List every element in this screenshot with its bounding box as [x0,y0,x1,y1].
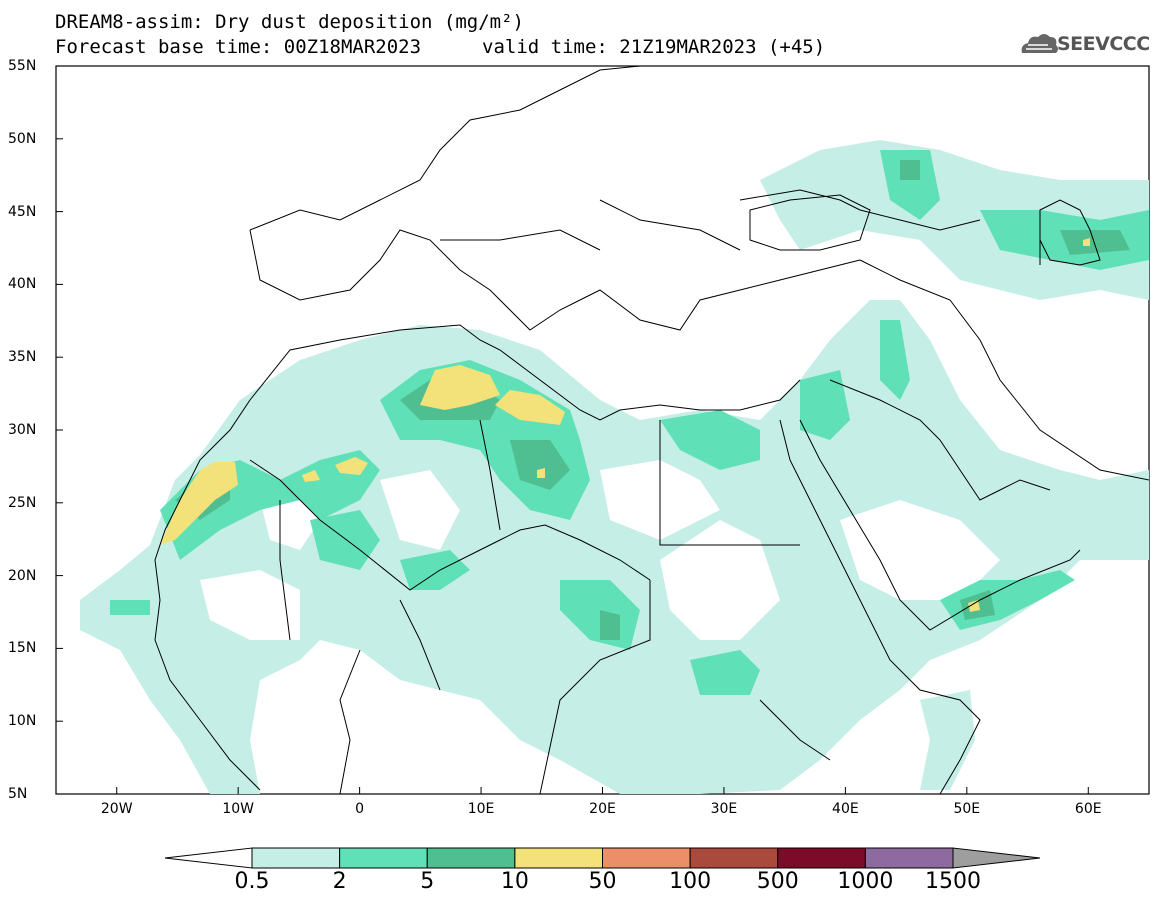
cloud-icon [1021,34,1058,53]
lat-label: 30N [8,422,37,438]
lat-label: 40N [8,276,37,293]
colorbar-label: 100 [669,869,712,894]
lon-label: 10W [222,801,254,817]
colorbar-label: 50 [588,869,617,894]
lon-label: 10E [467,801,495,817]
colorbar-under-triangle [164,847,253,869]
coastlines [154,66,1149,794]
colorbar-swatch [251,847,341,869]
colorbar-label: 1500 [925,869,981,894]
lat-label: 10N [8,713,37,730]
colorbar-label: 10 [500,869,529,894]
lat-label: 50N [8,130,37,147]
colorbar-swatch [602,847,691,869]
lon-label: 40E [832,801,859,817]
lat-label: 45N [8,203,37,220]
lon-label: 20W [100,801,133,817]
lon-label: 50E [953,801,981,817]
colorbar-swatch [339,847,428,869]
colorbar-label: 0.5 [234,869,270,894]
colorbar-label: 5 [420,869,435,894]
colorbar [164,847,1041,869]
colorbar-label: 500 [756,869,799,894]
logo-text: SEEVCCC [1057,33,1150,55]
lat-label: 55N [8,58,37,74]
colorbar-swatch [864,847,954,869]
colorbar-swatch [514,847,603,869]
lon-label: 0 [355,801,365,817]
lon-label: 60E [1074,801,1102,817]
lon-label: 30E [710,801,738,817]
colorbar-label: 2 [332,869,347,894]
valid-time: valid time: 21Z19MAR2023 (+45) [482,36,826,58]
colorbar-swatch [689,847,779,869]
colorbar-over-triangle [952,847,1041,869]
lat-label: 15N [8,640,37,657]
map-title: DREAM8-assim: Dry dust deposition (mg/m²… [55,11,524,33]
lon-label: 20E [589,801,616,817]
colorbar-swatch [426,847,516,869]
lat-label: 20N [8,567,37,584]
colorbar-swatch [777,847,866,869]
forecast-base-time: Forecast base time: 00Z18MAR2023 [55,36,422,58]
axis-ticks [56,65,1089,795]
lat-label: 25N [8,494,37,511]
lat-label: 5N [8,786,28,802]
lat-label: 35N [8,349,37,366]
colorbar-label: 1000 [837,869,894,894]
dust-shading [80,140,1149,794]
